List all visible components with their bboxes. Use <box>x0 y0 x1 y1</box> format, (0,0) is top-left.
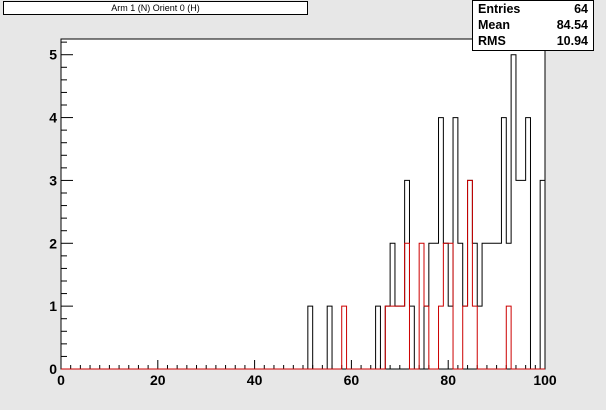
x-tick-label: 40 <box>247 372 263 388</box>
stats-row-rms: RMS 10.94 <box>473 33 593 49</box>
x-tick-label: 0 <box>57 372 65 388</box>
x-tick-label: 20 <box>150 372 166 388</box>
stats-mean-label: Mean <box>478 18 510 32</box>
stats-row-mean: Mean 84.54 <box>473 17 593 33</box>
y-tick-label: 3 <box>49 172 57 188</box>
stats-entries-label: Entries <box>478 2 521 16</box>
axis-tick-labels: 0 20 40 60 80 100 0 1 2 3 4 5 <box>49 47 557 388</box>
x-tick-label: 60 <box>344 372 360 388</box>
x-tick-label: 80 <box>440 372 456 388</box>
stats-rms-label: RMS <box>478 34 506 48</box>
x-tick-label: 100 <box>533 372 557 388</box>
stats-rms-value: 10.94 <box>556 34 588 48</box>
y-tick-label: 0 <box>49 361 57 377</box>
stats-mean-value: 84.54 <box>556 18 588 32</box>
axis-ticks <box>60 41 546 370</box>
y-tick-label: 4 <box>49 110 57 126</box>
y-tick-label: 5 <box>49 47 57 63</box>
stats-entries-value: 64 <box>574 2 588 16</box>
histogram-title: Arm 1 (N) Orient 0 (H) <box>3 1 308 15</box>
stats-box: Entries 64 Mean 84.54 RMS 10.94 <box>472 0 594 51</box>
stats-row-entries: Entries 64 <box>473 1 593 17</box>
histogram-series <box>61 54 545 370</box>
y-tick-label: 2 <box>49 235 57 251</box>
plot-frame <box>60 38 546 370</box>
histogram-series-1 <box>61 179 545 370</box>
y-tick-label: 1 <box>49 298 57 314</box>
